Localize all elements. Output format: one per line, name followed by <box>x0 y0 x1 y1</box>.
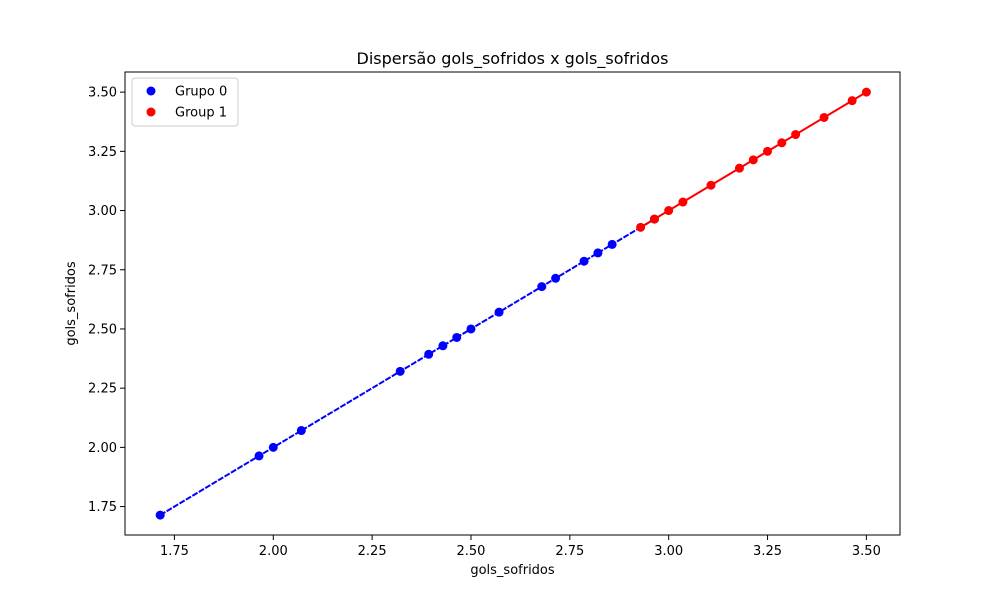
series-1-point <box>678 197 688 207</box>
legend-marker <box>146 107 156 117</box>
legend-label: Grupo 0 <box>175 85 227 100</box>
ticks-layer: 1.75 2.00 2.25 2.50 2.75 3.00 3.25 3.50 1.75 2.00… <box>88 86 881 559</box>
series-0-point <box>438 341 448 351</box>
legend-box <box>131 77 239 127</box>
series-1-point <box>664 206 674 216</box>
series-0-point <box>296 426 306 436</box>
series-0-point <box>424 349 434 359</box>
series-0-point <box>494 307 504 317</box>
y-tick-label: 2.25 <box>88 382 117 397</box>
series-0-point <box>268 442 278 452</box>
y-tick-label: 2.50 <box>88 322 117 337</box>
series-points <box>155 87 871 520</box>
series-0-line <box>159 218 655 516</box>
series-1-point <box>649 214 659 224</box>
series-0-point <box>579 256 589 266</box>
series-0-point <box>254 451 264 461</box>
y-tick-label: 3.00 <box>88 204 117 219</box>
x-tick-label: 2.75 <box>555 544 584 559</box>
y-tick-label: 3.25 <box>88 145 117 160</box>
y-tick-label: 2.75 <box>88 263 117 278</box>
legend: Grupo 0 Group 1 <box>131 77 239 127</box>
series-0-point <box>452 332 462 342</box>
series-0-point <box>607 239 617 249</box>
series-1-point <box>791 130 801 140</box>
x-tick-label: 3.25 <box>753 544 782 559</box>
series-1-point <box>763 146 773 156</box>
series-1-point <box>734 163 744 173</box>
series-0-point <box>155 510 165 520</box>
y-tick-label: 2.00 <box>88 441 117 456</box>
chart-title: Dispersão gols_sofridos x gols_sofridos <box>357 49 669 69</box>
series-0-point <box>593 248 603 258</box>
legend-label: Group 1 <box>175 106 227 121</box>
x-tick-label: 2.50 <box>457 544 486 559</box>
series-1-point <box>847 96 857 106</box>
series-1-point <box>748 155 758 165</box>
x-tick-label: 1.75 <box>160 544 189 559</box>
series-1-point <box>777 138 787 148</box>
series-1-point <box>861 87 871 97</box>
y-axis-label: gols_sofridos <box>64 261 79 346</box>
y-tick-label: 3.50 <box>88 86 117 101</box>
x-tick-label: 3.50 <box>852 544 881 559</box>
series-0-point <box>551 273 561 283</box>
series-1-point <box>636 222 646 232</box>
series-0-point <box>537 282 547 292</box>
series-0-point <box>395 366 405 376</box>
series-1-point <box>819 112 829 122</box>
x-tick-label: 3.00 <box>654 544 683 559</box>
series-1-point <box>706 180 716 190</box>
legend-marker <box>146 86 156 96</box>
x-axis-label: gols_sofridos <box>470 563 555 578</box>
x-tick-label: 2.00 <box>259 544 288 559</box>
series-0-point <box>466 324 476 334</box>
x-tick-label: 2.25 <box>358 544 387 559</box>
y-tick-label: 1.75 <box>88 500 117 515</box>
